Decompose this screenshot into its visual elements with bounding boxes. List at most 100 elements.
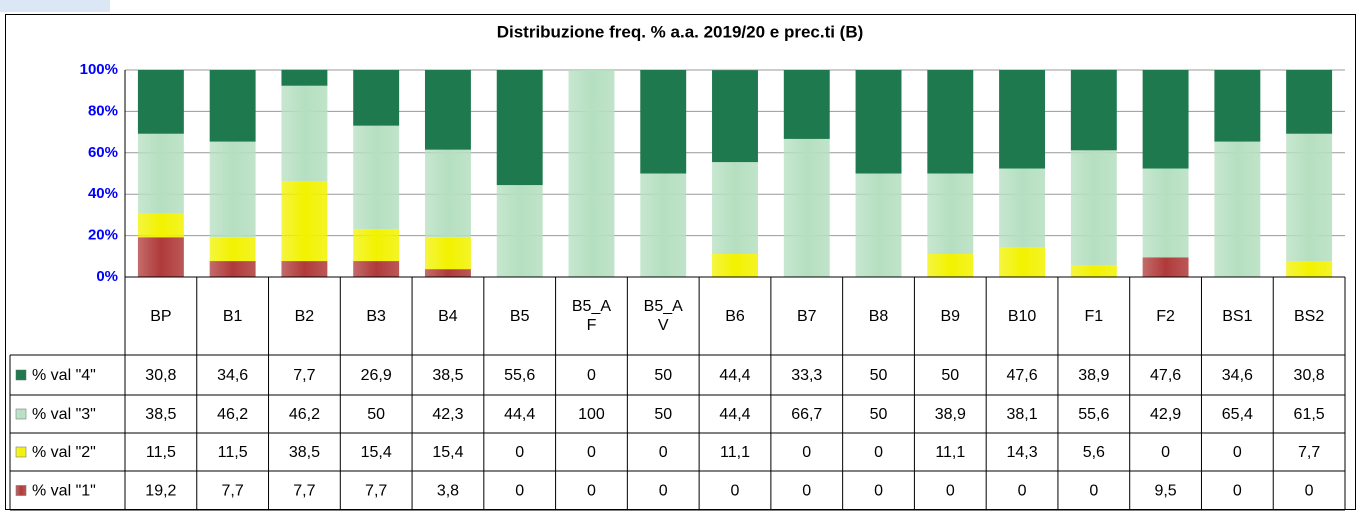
value-cell: 11,1 [720,444,750,461]
category-cell: B8 [843,277,915,355]
x-tick-label: BS1 [1201,277,1273,355]
value-cell: 0 [1089,483,1098,500]
value-cell: 7,7 [222,483,244,500]
x-tick-label: B5_AV [627,277,699,355]
category-cell: BS1 [1201,277,1273,355]
value-cell: 0 [731,483,740,500]
legend-key [15,446,27,458]
x-tick-text: B2 [294,307,315,325]
y-tick-label: 0% [96,268,118,285]
bar-segment [353,125,400,230]
x-tick-label: B5 [484,277,556,355]
value-cell: 46,2 [289,406,320,423]
value-cell: 0 [874,483,883,500]
value-cell: 0 [1018,483,1027,500]
bar-segment [999,70,1046,169]
legend-label: % val "2" [32,444,96,461]
value-cell: 30,8 [1294,367,1325,384]
x-tick-text: B5_AV [643,298,683,334]
value-cell: 34,6 [1222,367,1253,384]
bar-segment [209,237,256,262]
x-tick-text: B3 [366,307,386,325]
value-cell: 34,6 [217,367,248,384]
x-tick-text: F1 [1084,307,1104,325]
value-cell: 0 [802,444,811,461]
x-tick-text: B10 [1007,307,1037,325]
value-cell: 50 [654,406,672,423]
value-cell: 50 [941,367,959,384]
category-cell: B9 [914,277,986,355]
value-cell: 0 [802,483,811,500]
bar-segment [1142,168,1189,258]
x-tick-label: B3 [340,277,412,355]
value-cell: 42,9 [1150,406,1181,423]
value-cell: 0 [587,483,596,500]
value-cell: 0 [587,367,596,384]
value-cell: 7,7 [293,367,315,384]
value-cell: 38,5 [289,444,320,461]
x-tick-label: BP [125,277,197,355]
legend-label: % val "4" [32,367,96,384]
bar-segment [712,162,758,255]
x-tick-label: F1 [1058,277,1130,355]
x-tick-text: B5_AF [571,298,612,334]
value-cell: 38,5 [145,406,176,423]
bar-segment [1286,261,1333,277]
bar-segment [209,261,256,277]
bar-segment [927,254,974,277]
bar-segment [353,229,400,262]
y-tick-label: 40% [88,185,118,202]
bar-segment [568,70,615,277]
value-cell: 0 [1161,444,1170,461]
value-cell: 33,3 [791,367,822,384]
x-tick-label: B4 [412,277,484,355]
value-cell: 0 [515,483,524,500]
value-cell: 42,3 [432,406,463,423]
legend-label: % val "3" [32,406,96,423]
x-tick-text: B9 [940,307,961,325]
y-tick-label: 80% [88,102,118,119]
bar-segment [424,70,471,150]
bar-segment [927,173,974,255]
value-cell: 5,6 [1083,444,1105,461]
value-cell: 7,7 [365,483,387,500]
value-cell: 0 [946,483,955,500]
category-cell: B5 [484,277,556,355]
x-tick-label: B2 [269,277,341,355]
x-tick-text: BS1 [1222,307,1253,325]
category-cell: B10 [1007,307,1037,325]
bar-segment [209,70,256,142]
category-cell: B3 [340,277,412,355]
value-cell: 0 [659,483,668,500]
bar-segment [137,213,184,238]
x-tick-label: B8 [843,277,915,355]
bar-segment [640,173,687,277]
value-cell: 66,7 [791,406,822,423]
y-tick-label: 100% [80,61,118,78]
value-cell: 0 [874,444,883,461]
category-cell: BP [125,277,197,355]
value-cell: 38,5 [432,367,463,384]
value-cell: 3,8 [437,483,459,500]
category-cell: B6 [725,308,745,325]
value-cell: 47,6 [1150,367,1181,384]
x-tick-label: B9 [914,277,986,355]
value-cell: 47,6 [1006,367,1037,384]
value-cell: 38,9 [1078,367,1109,384]
legend-key [15,408,27,420]
x-tick-text: B5 [509,307,530,325]
bar-segment [424,237,471,270]
x-tick-label: BS2 [1273,277,1345,355]
legend-key [15,485,27,496]
bar-segment [1214,141,1261,277]
value-cell: 46,2 [217,406,248,423]
bar-segment [1286,70,1333,134]
value-cell: 0 [587,444,596,461]
legend-key [15,369,27,381]
x-tick-text: BP [150,307,172,325]
bar-segment [496,185,543,277]
bar-segment [1142,257,1189,277]
category-cell: B4 [412,277,484,355]
value-cell: 55,6 [1078,406,1109,423]
